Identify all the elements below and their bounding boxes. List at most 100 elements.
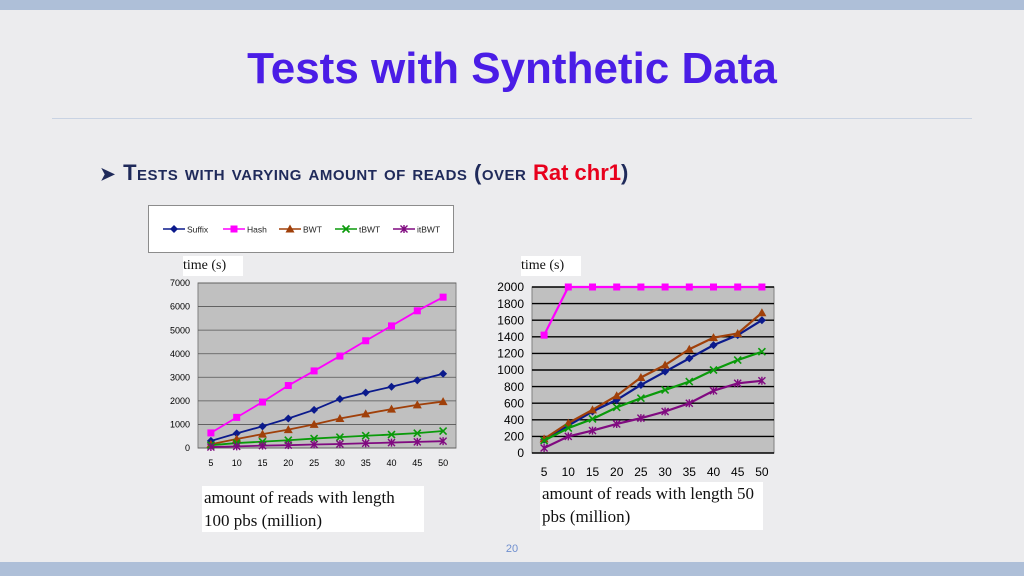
right-point-hash: [685, 283, 693, 291]
right-point-suffix: [636, 380, 645, 389]
right-point-itbwt: [612, 419, 621, 428]
right-point-tbwt: [564, 424, 573, 433]
right-point-itbwt: [733, 379, 742, 388]
left-point-suffix: [284, 414, 293, 423]
right-point-itbwt: [709, 386, 718, 395]
left-point-suffix: [232, 429, 241, 438]
slide-title: Tests with Synthetic Data: [247, 44, 777, 93]
right-point-itbwt: [564, 432, 573, 441]
left-y-tick-label: 4000: [170, 349, 190, 359]
right-point-bwt: [612, 391, 622, 400]
right-x-tick-label: 10: [562, 465, 576, 479]
left-point-tbwt: [439, 426, 448, 436]
legend-label: BWT: [303, 225, 322, 235]
left-y-tick-label: 7000: [170, 278, 190, 288]
right-point-bwt: [709, 333, 718, 342]
left-plot-area: [197, 282, 457, 449]
right-y-tick-label: 1000: [497, 363, 524, 377]
legend-marker-hash: [230, 225, 238, 233]
right-y-tick-label: 1200: [497, 347, 524, 361]
right-point-itbwt: [636, 414, 645, 423]
left-point-itbwt: [284, 441, 293, 450]
right-point-hash: [661, 283, 669, 291]
left-y-tick-label: 5000: [170, 325, 190, 335]
right-point-bwt: [733, 328, 743, 337]
right-y-tick-label: 600: [504, 396, 524, 410]
right-point-itbwt: [588, 426, 597, 435]
right-point-suffix: [757, 316, 766, 325]
left-y-tick-label: 6000: [170, 302, 190, 312]
left-point-suffix: [310, 405, 319, 414]
right-series-itbwt: [540, 376, 766, 453]
left-point-tbwt: [413, 429, 422, 438]
bottom-accent-bar: [0, 562, 1024, 576]
chart-legend: Suffix Hash BWT tBWT itBWT: [148, 205, 454, 253]
legend-label: Suffix: [187, 225, 209, 235]
page-number: 20: [505, 543, 519, 555]
left-point-itbwt: [413, 437, 422, 446]
left-point-bwt: [309, 419, 319, 428]
left-x-tick-label: 5: [208, 458, 213, 468]
legend-svg: Suffix Hash BWT tBWT itBWT: [163, 224, 440, 235]
right-x-tick-label: 30: [658, 465, 672, 479]
left-point-suffix: [413, 376, 422, 385]
right-point-suffix: [709, 341, 718, 350]
legend-marker-bwt: [285, 224, 295, 233]
left-ylabel: time (s): [183, 256, 243, 276]
left-point-hash: [207, 429, 215, 437]
left-x-tick-label: 50: [438, 458, 448, 468]
right-point-tbwt: [612, 403, 621, 412]
right-line-itbwt: [543, 379, 763, 450]
right-point-hash: [540, 331, 548, 339]
left-y-tick-label: 0: [185, 443, 190, 453]
legend-item-tbwt: tBWT: [335, 225, 380, 235]
right-series-tbwt: [540, 347, 766, 445]
left-point-tbwt: [361, 431, 370, 440]
left-point-itbwt: [439, 437, 448, 446]
right-xlabel: amount of reads with length 50 pbs (mill…: [540, 482, 763, 530]
left-point-bwt: [361, 409, 371, 418]
left-line-bwt: [210, 400, 444, 446]
left-line-itbwt: [210, 440, 444, 448]
legend-label: tBWT: [359, 225, 380, 235]
right-point-hash: [710, 283, 717, 291]
bullet-highlight: Rat chr1: [532, 160, 622, 185]
left-point-suffix: [387, 382, 396, 391]
right-y-tick-label: 1800: [497, 297, 524, 311]
right-x-tick-label: 45: [731, 465, 745, 479]
left-series-itbwt: [206, 437, 448, 452]
left-point-itbwt: [387, 438, 396, 447]
right-chart: 0 200 400 600 800 1000 1200 1400 1600 1800 2000 5 10…: [497, 280, 775, 479]
left-point-itbwt: [232, 442, 241, 451]
left-point-hash: [413, 307, 421, 315]
left-point-itbwt: [335, 439, 344, 448]
left-y-tick-label: 3000: [170, 372, 190, 382]
left-series-hash: [207, 293, 447, 437]
left-point-hash: [388, 322, 395, 330]
left-series-bwt: [206, 397, 448, 448]
left-x-tick-label: 15: [257, 458, 267, 468]
right-series-bwt: [539, 308, 767, 443]
right-point-itbwt: [661, 407, 670, 416]
left-series-suffix: [206, 369, 448, 445]
right-point-hash: [564, 283, 572, 291]
right-line-tbwt: [543, 350, 763, 442]
left-point-hash: [336, 352, 344, 360]
left-point-bwt: [387, 404, 396, 413]
left-point-tbwt: [335, 433, 344, 442]
right-line-suffix: [543, 319, 763, 441]
left-point-itbwt: [361, 439, 370, 448]
left-y-tick-label: 1000: [170, 420, 190, 430]
left-point-suffix: [439, 369, 448, 378]
left-x-tick-label: 25: [309, 458, 319, 468]
right-x-tick-label: 50: [755, 465, 769, 479]
right-point-tbwt: [661, 385, 670, 394]
right-point-tbwt: [636, 394, 645, 403]
legend-item-itbwt: itBWT: [393, 225, 440, 235]
left-x-tick-label: 10: [232, 458, 242, 468]
right-point-hash: [637, 283, 645, 291]
legend-label: Hash: [247, 225, 267, 235]
legend-marker-itbwt: [400, 225, 408, 233]
right-point-tbwt: [757, 347, 766, 356]
